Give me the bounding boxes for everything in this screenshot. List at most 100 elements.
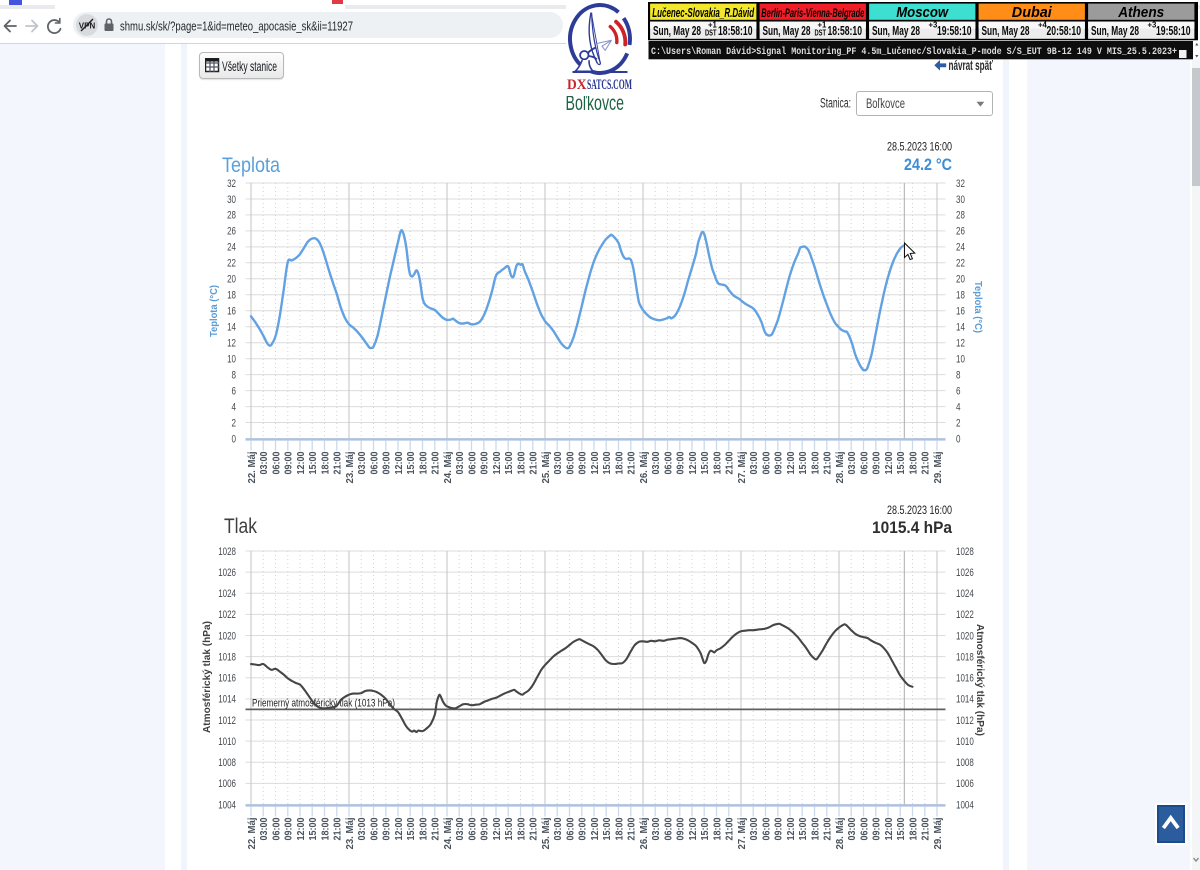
svg-text:15:00: 15:00 — [602, 817, 613, 840]
svg-text:15:00: 15:00 — [896, 451, 907, 474]
svg-text:Moscow: Moscow — [896, 4, 949, 21]
svg-text:6: 6 — [232, 385, 237, 397]
svg-text:1026: 1026 — [218, 567, 236, 579]
svg-text:03:00: 03:00 — [651, 451, 662, 474]
svg-text:03:00: 03:00 — [455, 451, 466, 474]
svg-text:06:00: 06:00 — [271, 817, 282, 840]
svg-text:18:58:10: 18:58:10 — [828, 23, 863, 38]
svg-text:Berlin-Paris-Vienna-Belgrade: Berlin-Paris-Vienna-Belgrade — [761, 8, 864, 20]
svg-text:12:00: 12:00 — [394, 817, 405, 840]
svg-text:+1: +1 — [708, 20, 718, 29]
svg-text:15:00: 15:00 — [896, 817, 907, 840]
svg-text:20: 20 — [956, 274, 965, 286]
svg-text:03:00: 03:00 — [749, 817, 760, 840]
svg-text:23. Máj: 23. Máj — [345, 817, 356, 849]
svg-text:1012: 1012 — [956, 715, 974, 727]
svg-text:16: 16 — [956, 306, 965, 318]
svg-text:18:00: 18:00 — [516, 451, 527, 474]
svg-text:18:58:10: 18:58:10 — [718, 23, 753, 38]
svg-text:26. Máj: 26. Máj — [639, 817, 650, 849]
svg-text:12:00: 12:00 — [688, 817, 699, 840]
svg-text:1006: 1006 — [956, 778, 974, 790]
svg-text:12:00: 12:00 — [492, 451, 503, 474]
svg-text:2: 2 — [232, 417, 237, 429]
svg-text:21:00: 21:00 — [627, 451, 638, 474]
svg-text:18:00: 18:00 — [418, 817, 429, 840]
svg-text:+4: +4 — [1038, 20, 1048, 29]
svg-text:12:00: 12:00 — [590, 817, 601, 840]
svg-text:03:00: 03:00 — [455, 817, 466, 840]
svg-text:19:58:10: 19:58:10 — [1156, 23, 1191, 38]
svg-text:03:00: 03:00 — [259, 817, 270, 840]
svg-text:24.2 °C: 24.2 °C — [904, 156, 952, 174]
svg-text:8: 8 — [956, 369, 961, 381]
svg-text:12:00: 12:00 — [688, 451, 699, 474]
svg-text:18:00: 18:00 — [614, 817, 625, 840]
svg-text:06:00: 06:00 — [859, 817, 870, 840]
svg-text:Tlak: Tlak — [224, 515, 257, 538]
svg-text:15:00: 15:00 — [308, 817, 319, 840]
svg-text:21:00: 21:00 — [921, 451, 932, 474]
svg-text:21:00: 21:00 — [431, 817, 442, 840]
svg-text:24: 24 — [956, 242, 965, 254]
svg-text:1016: 1016 — [218, 673, 236, 685]
svg-text:32: 32 — [956, 178, 965, 190]
svg-text:18:00: 18:00 — [908, 817, 919, 840]
svg-text:23. Máj: 23. Máj — [345, 451, 356, 483]
svg-text:18:00: 18:00 — [320, 817, 331, 840]
svg-text:21:00: 21:00 — [627, 817, 638, 840]
svg-text:Athens: Athens — [1117, 4, 1164, 21]
svg-text:32: 32 — [227, 178, 236, 190]
svg-text:03:00: 03:00 — [357, 451, 368, 474]
svg-text:18:00: 18:00 — [418, 451, 429, 474]
svg-text:06:00: 06:00 — [369, 817, 380, 840]
svg-text:09:00: 09:00 — [578, 817, 589, 840]
svg-text:24: 24 — [227, 242, 236, 254]
svg-text:1010: 1010 — [218, 736, 236, 748]
svg-text:26: 26 — [956, 226, 965, 238]
svg-text:12:00: 12:00 — [296, 817, 307, 840]
svg-text:29. Máj: 29. Máj — [933, 817, 944, 849]
svg-text:18: 18 — [956, 290, 965, 302]
svg-text:0: 0 — [232, 433, 237, 445]
svg-text:09:00: 09:00 — [382, 817, 393, 840]
svg-text:1022: 1022 — [218, 609, 236, 621]
svg-text:15:00: 15:00 — [798, 451, 809, 474]
svg-text:09:00: 09:00 — [382, 451, 393, 474]
svg-text:C:\Users\Roman Dávid>Signal Mo: C:\Users\Roman Dávid>Signal Monitoring_P… — [651, 46, 1177, 58]
svg-text:Teplota (°C): Teplota (°C) — [972, 281, 984, 333]
svg-text:1026: 1026 — [956, 567, 974, 579]
svg-text:03:00: 03:00 — [553, 817, 564, 840]
svg-text:22: 22 — [956, 258, 965, 270]
svg-text:21:00: 21:00 — [333, 451, 344, 474]
svg-text:24. Máj: 24. Máj — [443, 817, 454, 849]
svg-text:25. Máj: 25. Máj — [541, 817, 552, 849]
svg-text:1012: 1012 — [218, 715, 236, 727]
svg-text:15:00: 15:00 — [602, 451, 613, 474]
svg-text:06:00: 06:00 — [761, 817, 772, 840]
svg-text:09:00: 09:00 — [578, 451, 589, 474]
svg-text:14: 14 — [227, 322, 236, 334]
svg-text:1022: 1022 — [956, 609, 974, 621]
svg-text:06:00: 06:00 — [761, 451, 772, 474]
svg-text:1018: 1018 — [218, 651, 236, 663]
svg-text:06:00: 06:00 — [663, 817, 674, 840]
svg-text:1028: 1028 — [956, 546, 974, 558]
svg-text:+1: +1 — [818, 20, 828, 29]
svg-text:15:00: 15:00 — [504, 451, 515, 474]
svg-text:06:00: 06:00 — [369, 451, 380, 474]
svg-text:09:00: 09:00 — [480, 817, 491, 840]
svg-text:09:00: 09:00 — [284, 817, 295, 840]
svg-text:22. Máj: 22. Máj — [247, 817, 258, 849]
svg-text:15:00: 15:00 — [504, 817, 515, 840]
svg-text:06:00: 06:00 — [271, 451, 282, 474]
svg-text:26: 26 — [227, 226, 236, 238]
svg-text:14: 14 — [956, 322, 965, 334]
svg-text:12:00: 12:00 — [394, 451, 405, 474]
svg-text:Sun, May 28: Sun, May 28 — [982, 23, 1030, 38]
svg-text:18:00: 18:00 — [320, 451, 331, 474]
svg-text:1008: 1008 — [218, 757, 236, 769]
svg-text:12:00: 12:00 — [492, 817, 503, 840]
svg-text:Boľkovce: Boľkovce — [866, 96, 905, 111]
svg-text:18:00: 18:00 — [516, 817, 527, 840]
